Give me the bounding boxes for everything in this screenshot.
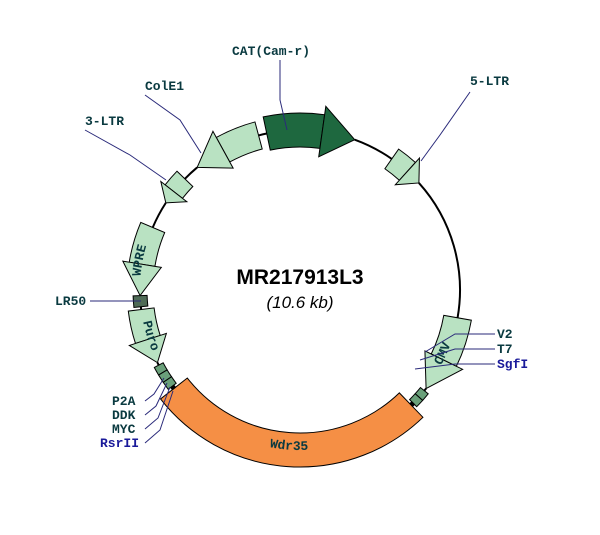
label-RsrII: RsrII xyxy=(100,436,139,451)
backbone-arc xyxy=(259,133,267,135)
backbone-arc xyxy=(153,203,166,228)
label-T7: T7 xyxy=(497,342,513,357)
backbone-arc xyxy=(419,183,460,318)
label-P2A: P2A xyxy=(112,394,136,409)
leader-P2A xyxy=(145,378,164,401)
plasmid-size: (10.6 kb) xyxy=(266,293,333,312)
label-CAT: CAT(Cam-r) xyxy=(232,44,310,59)
label-LR50: LR50 xyxy=(55,294,86,309)
label-5-LTR: 5-LTR xyxy=(470,74,509,89)
backbone-arc xyxy=(185,167,197,178)
backbone-arc xyxy=(355,140,392,159)
label-ColE1: ColE1 xyxy=(145,79,184,94)
plasmid-name: MR217913L3 xyxy=(236,266,363,289)
leader-ColE1 xyxy=(145,95,201,153)
leader-MYC xyxy=(145,387,170,429)
label-V2: V2 xyxy=(497,327,513,342)
label-SgfI: SgfI xyxy=(497,357,528,372)
leader-5-LTR xyxy=(421,92,470,161)
label-3-LTR: 3-LTR xyxy=(85,114,124,129)
label-MYC: MYC xyxy=(112,422,136,437)
leader-3-LTR xyxy=(85,130,166,180)
feature-ColE1 xyxy=(197,122,262,168)
label-DDK: DDK xyxy=(112,408,136,423)
feature-5-LTR xyxy=(385,149,420,185)
feature-CAT xyxy=(263,106,355,157)
